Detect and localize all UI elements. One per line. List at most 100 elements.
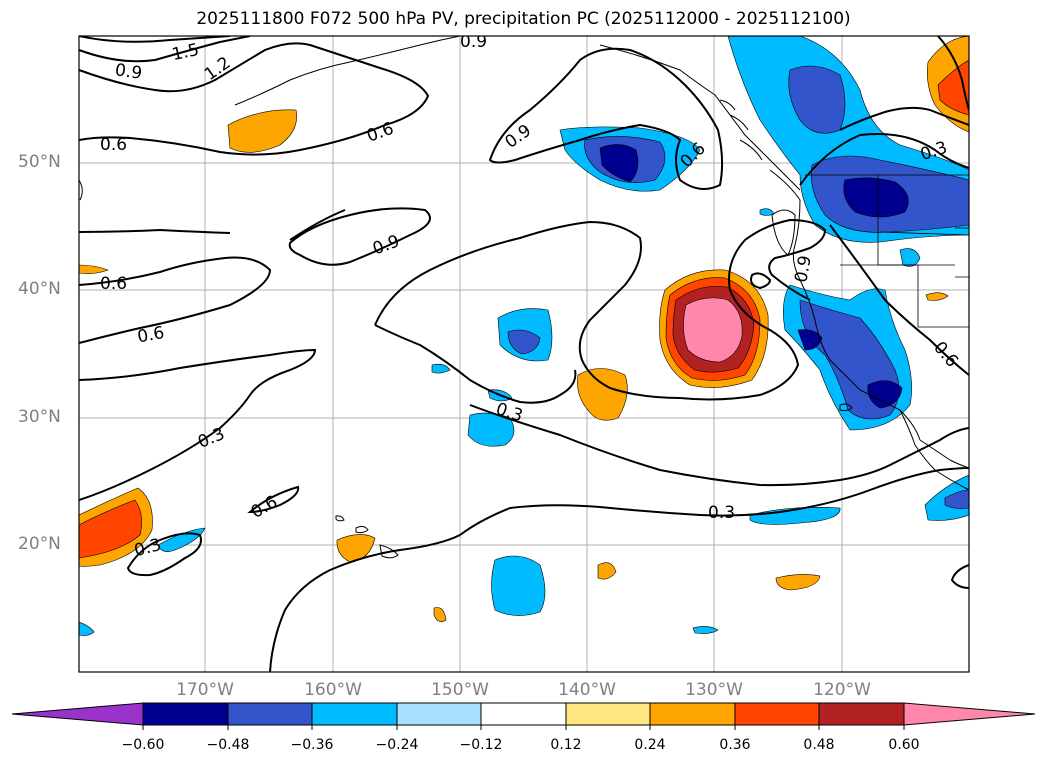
pv-contour <box>374 218 827 401</box>
plot-frame <box>78 35 970 673</box>
colorbar-extend-low <box>11 702 144 726</box>
precip-positive-area <box>336 534 376 563</box>
precip-positive-area <box>937 59 969 116</box>
colorbar-tick-label: 0.24 <box>634 737 666 753</box>
pv-contour <box>79 228 231 234</box>
contour-label: 0.9 <box>114 60 144 84</box>
colorbar-extend-high <box>903 702 1036 726</box>
contour-label: 1.2 <box>201 53 235 85</box>
contour-label: 0.6 <box>248 492 281 523</box>
contour-label: 0.9 <box>460 32 487 52</box>
precip-negative-area <box>692 626 719 634</box>
pv-contour <box>247 485 300 514</box>
border-state-3 <box>955 227 969 278</box>
pv-contours <box>79 36 969 672</box>
colorbar-tick-marks <box>142 725 905 730</box>
pv-contour <box>79 209 346 441</box>
lat-label-30n: 30°N <box>18 407 61 427</box>
pv-contour <box>750 272 772 290</box>
coastline-bc-inland <box>719 99 763 161</box>
colorbar-tick-label: 0.36 <box>719 737 751 753</box>
precip-negative-area <box>431 363 451 374</box>
colorbar-tick-label: −0.48 <box>206 737 250 753</box>
colorbar-tick-label: −0.24 <box>375 737 419 753</box>
lat-label-40n: 40°N <box>18 279 61 299</box>
lat-label-50n: 50°N <box>18 152 61 172</box>
lon-label-160w: 160°W <box>304 680 362 700</box>
coastline-hawaii-2 <box>355 525 369 534</box>
contour-label: 0.6 <box>100 274 127 294</box>
colorbar-segment <box>227 702 313 726</box>
colorbar-tick-label: −0.36 <box>290 737 334 753</box>
precip-positive-area <box>433 607 447 622</box>
contour-label: 0.3 <box>195 424 228 453</box>
precip-negative-area <box>599 144 639 183</box>
precip-negative-area <box>899 248 921 267</box>
lat-label-20n: 20°N <box>18 534 61 554</box>
precip-positive-area <box>683 297 743 363</box>
precip-negative-area <box>867 380 903 409</box>
colorbar-segment <box>311 702 398 726</box>
lon-label-140w: 140°W <box>558 680 616 700</box>
contour-label: 0.3 <box>708 503 735 523</box>
contour-label: 0.6 <box>136 323 166 347</box>
precip-positive-area <box>925 292 949 301</box>
lon-label-150w: 150°W <box>431 680 489 700</box>
pv-contour <box>839 106 969 131</box>
pv-contour <box>799 133 969 186</box>
colorbar-segment <box>649 702 736 726</box>
coastline-us-west <box>799 279 921 441</box>
contour-label: 1.5 <box>170 40 201 65</box>
colorbar-tick-label: −0.60 <box>121 737 165 753</box>
coastline-vancouver-island <box>771 209 796 256</box>
colorbar-tick-label: 0.60 <box>888 737 920 753</box>
coastline-socal-island <box>839 403 853 412</box>
pv-contour <box>469 404 969 487</box>
political-borders <box>805 174 969 328</box>
contour-label: 0.6 <box>100 135 127 155</box>
border-state-2 <box>840 264 969 328</box>
precip-positive-area <box>79 499 142 559</box>
colorbar-segment <box>734 702 820 726</box>
pv-contour <box>488 47 724 190</box>
colorbar-segment <box>818 702 905 726</box>
precip-negative-area <box>944 489 969 509</box>
coastline-hawaii-3 <box>335 515 345 522</box>
pv-contour <box>288 207 431 266</box>
colorbar-segment <box>565 702 651 726</box>
precip-negative-area <box>749 507 841 525</box>
precip-positive-area <box>227 109 297 153</box>
coastline-alaska <box>234 36 461 106</box>
precip-negative-area <box>491 555 546 616</box>
coastline-baja <box>899 409 969 491</box>
colorbar-segment <box>396 702 482 726</box>
precip-negative-area <box>79 621 95 636</box>
precip-positive-area <box>79 264 109 274</box>
colorbar-tick-label: −0.12 <box>459 737 503 753</box>
lon-label-120w: 120°W <box>813 680 871 700</box>
colorbar-segment <box>142 702 229 726</box>
lon-label-170w: 170°W <box>176 680 234 700</box>
precip-negative-area <box>797 329 823 351</box>
pv-contour <box>79 348 317 501</box>
contour-label: 0.9 <box>791 254 815 284</box>
pv-contour <box>79 256 272 344</box>
pv-contour <box>79 36 231 43</box>
contour-label: 0.9 <box>370 231 402 259</box>
pv-contour <box>269 467 969 672</box>
coastline-bc-coast <box>769 169 801 281</box>
map-title: 2025111800 F072 500 hPa PV, precipitatio… <box>196 9 851 29</box>
coastlines <box>79 36 969 559</box>
pv-contour <box>937 36 969 111</box>
precip-positive-area <box>775 574 821 591</box>
pv-contour <box>79 36 251 63</box>
precip-shading <box>79 36 969 636</box>
pv-contour <box>126 532 202 577</box>
pv-contour <box>79 42 430 156</box>
precip-negative-area <box>843 177 909 218</box>
colorbar <box>11 702 1036 730</box>
contour-label: 0.9 <box>502 121 536 153</box>
coastline-alaska-panhandle <box>599 44 801 191</box>
coastline-nw-corner <box>79 179 83 201</box>
